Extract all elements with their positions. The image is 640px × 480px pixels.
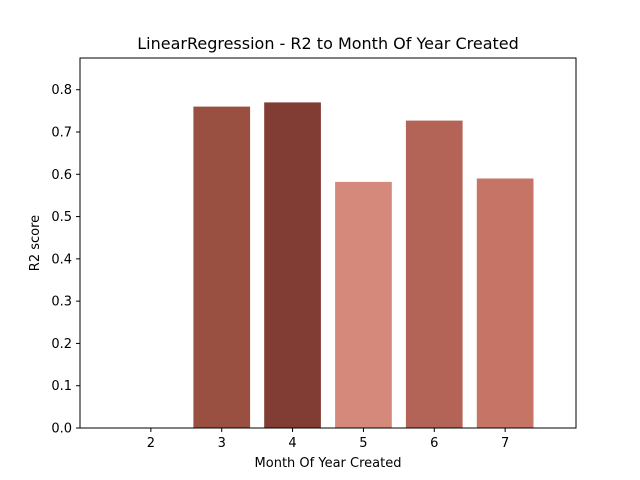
y-tick-label: 0.0 — [51, 422, 72, 437]
y-tick-label: 0.4 — [51, 252, 72, 267]
y-axis-ticks: 0.0 0.1 0.2 0.3 0.4 0.5 0.6 0.7 0.8 — [51, 83, 80, 437]
bar-month-5 — [335, 181, 392, 428]
x-tick-label: 5 — [359, 436, 367, 451]
y-tick-label: 0.2 — [51, 337, 72, 352]
y-tick-label: 0.6 — [51, 168, 72, 183]
x-tick-label: 2 — [147, 436, 155, 451]
y-tick-label: 0.8 — [51, 83, 72, 98]
x-tick-label: 7 — [501, 436, 509, 451]
y-tick-label: 0.1 — [51, 379, 72, 394]
plot-frame — [79, 57, 577, 429]
x-tick-label: 4 — [288, 436, 296, 451]
bar-month-3 — [193, 106, 251, 428]
chart-title: LinearRegression - R2 to Month Of Year C… — [137, 34, 519, 53]
x-axis-ticks: 2 3 4 5 6 7 — [147, 428, 509, 451]
x-axis-label: Month Of Year Created — [255, 456, 402, 471]
y-tick-label: 0.5 — [51, 210, 72, 225]
x-tick-label: 3 — [218, 436, 226, 451]
bar-month-7 — [476, 178, 534, 428]
bar-month-4 — [264, 102, 321, 429]
bars-group — [193, 102, 534, 429]
y-axis-label: R2 score — [28, 215, 43, 271]
y-tick-label: 0.7 — [51, 126, 72, 141]
y-tick-label: 0.3 — [51, 295, 72, 310]
x-tick-label: 6 — [430, 436, 438, 451]
bar-month-6 — [405, 120, 463, 428]
